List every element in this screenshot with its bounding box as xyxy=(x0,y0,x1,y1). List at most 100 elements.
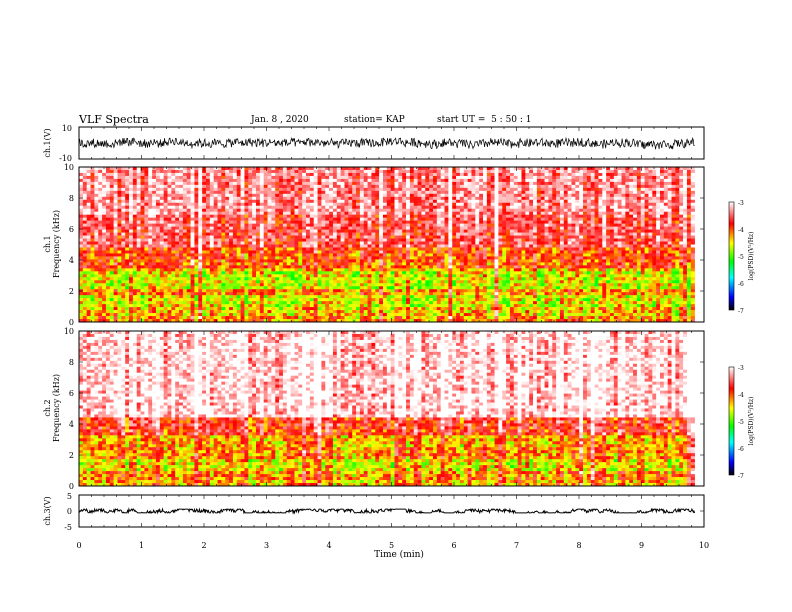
spectrogram-cell xyxy=(321,172,326,177)
spectrogram-cell xyxy=(598,181,603,186)
spectrogram-cell xyxy=(663,250,668,254)
spectrogram-cell xyxy=(232,175,238,180)
spectrogram-cell xyxy=(544,169,549,174)
spectrogram-cell xyxy=(332,184,338,189)
spectrogram-cell xyxy=(94,223,99,227)
spectrogram-cell xyxy=(617,217,622,221)
spectrogram-cell xyxy=(298,167,303,171)
spectrogram-cell xyxy=(236,223,241,227)
spectrogram-cell xyxy=(490,172,495,177)
spectrogram-cell xyxy=(190,217,195,221)
spectrogram-cell xyxy=(671,217,676,221)
spectrogram-cell xyxy=(294,205,299,210)
spectrogram-cell xyxy=(205,196,211,201)
spectrogram-cell xyxy=(402,205,407,210)
spectrogram-cell xyxy=(663,217,668,221)
spectrogram-cell xyxy=(509,244,515,248)
spectrogram-cell xyxy=(371,175,376,180)
spectrogram-cell xyxy=(271,223,276,227)
spectrogram-cell xyxy=(359,199,365,204)
spectrogram-cell xyxy=(509,226,515,230)
spectrogram-cell xyxy=(232,247,238,251)
spectrogram-cell xyxy=(475,250,480,254)
spectrogram-cell xyxy=(159,226,164,230)
spectrogram-cell xyxy=(136,220,141,224)
spectrogram-cell xyxy=(483,226,488,230)
spectrogram-cell xyxy=(406,217,411,221)
spectrogram-cell xyxy=(452,175,457,180)
spectrogram-cell xyxy=(490,208,495,213)
spectrogram-cell xyxy=(267,223,272,227)
spectrogram-cell xyxy=(594,220,599,224)
spectrogram-cell xyxy=(294,199,299,204)
spectrogram-cell xyxy=(494,167,499,171)
spectrogram-cell xyxy=(459,172,465,177)
spectrogram-cell xyxy=(217,169,222,174)
spectrogram-cell xyxy=(102,253,107,257)
spectrogram-cell xyxy=(244,229,249,233)
spectrogram-cell xyxy=(563,214,568,218)
spectrogram-cell xyxy=(359,175,365,180)
spectrogram-cell xyxy=(144,167,149,171)
spectrogram-cell xyxy=(359,214,365,218)
spectrogram-cell xyxy=(90,226,95,230)
spectrogram-cell xyxy=(394,244,399,248)
spectrogram-cell xyxy=(390,229,395,233)
spectrogram-cell xyxy=(486,247,491,251)
spectrogram-cell xyxy=(194,205,199,210)
spectrogram-cell xyxy=(317,211,322,215)
spectrogram-cell xyxy=(440,244,445,248)
spectrogram-cell xyxy=(486,250,491,254)
spectrogram-cell xyxy=(663,178,668,183)
spectrogram-cell xyxy=(290,184,295,189)
spectrogram-cell xyxy=(348,229,353,233)
spectrogram-cell xyxy=(432,187,438,192)
spectrogram-cell xyxy=(425,235,430,239)
spectrogram-cell xyxy=(606,211,611,215)
spectrogram-cell xyxy=(513,244,518,248)
spectrogram-cell xyxy=(444,187,449,192)
spectrogram-cell xyxy=(302,214,307,218)
spectrogram-cell xyxy=(444,184,449,189)
spectrogram-cell xyxy=(340,241,345,245)
spectrogram-cell xyxy=(117,238,122,242)
spectrogram-cell xyxy=(386,202,391,207)
spectrogram-cell xyxy=(660,187,665,192)
spectrogram-cell xyxy=(602,244,607,248)
spectrogram-cell xyxy=(660,253,665,257)
spectrogram-cell xyxy=(440,238,445,242)
spectrogram-cell xyxy=(475,184,480,189)
spectrogram-cell xyxy=(152,220,157,224)
spectrogram-cell xyxy=(567,211,572,215)
spectrogram-cell xyxy=(379,193,384,198)
spectrogram-cell xyxy=(352,253,357,257)
spectrogram-cell xyxy=(317,238,322,242)
spectrogram-cell xyxy=(213,211,218,215)
spectrogram-cell xyxy=(490,202,495,207)
spectrogram-cell xyxy=(332,172,338,177)
spectrogram-cell xyxy=(271,235,276,239)
spectrogram-cell xyxy=(640,250,645,254)
spectrogram-cell xyxy=(471,217,476,221)
spectrogram-cell xyxy=(171,223,176,227)
spectrogram-cell xyxy=(140,175,145,180)
spectrogram-cell xyxy=(567,220,572,224)
spectrogram-cell xyxy=(306,199,311,204)
spectrogram-cell xyxy=(409,199,415,204)
spectrogram-cell xyxy=(313,247,318,251)
spectrogram-cell xyxy=(406,229,411,233)
spectrogram-cell xyxy=(302,169,307,174)
spectrogram-cell xyxy=(556,199,561,204)
spectrogram-cell xyxy=(509,217,515,221)
spectrogram-cell xyxy=(556,235,561,239)
spectrogram-cell xyxy=(332,190,338,195)
spectrogram-cell xyxy=(660,247,665,251)
spectrogram-cell xyxy=(652,196,657,201)
spectrogram-cell xyxy=(602,229,607,233)
spectrogram-cell xyxy=(194,169,199,174)
spectrogram-cell xyxy=(525,235,530,239)
spectrogram-cell xyxy=(513,253,518,257)
spectrogram-cell xyxy=(540,211,545,215)
spectrogram-cell xyxy=(279,178,284,183)
spectrogram-cell xyxy=(398,199,403,204)
